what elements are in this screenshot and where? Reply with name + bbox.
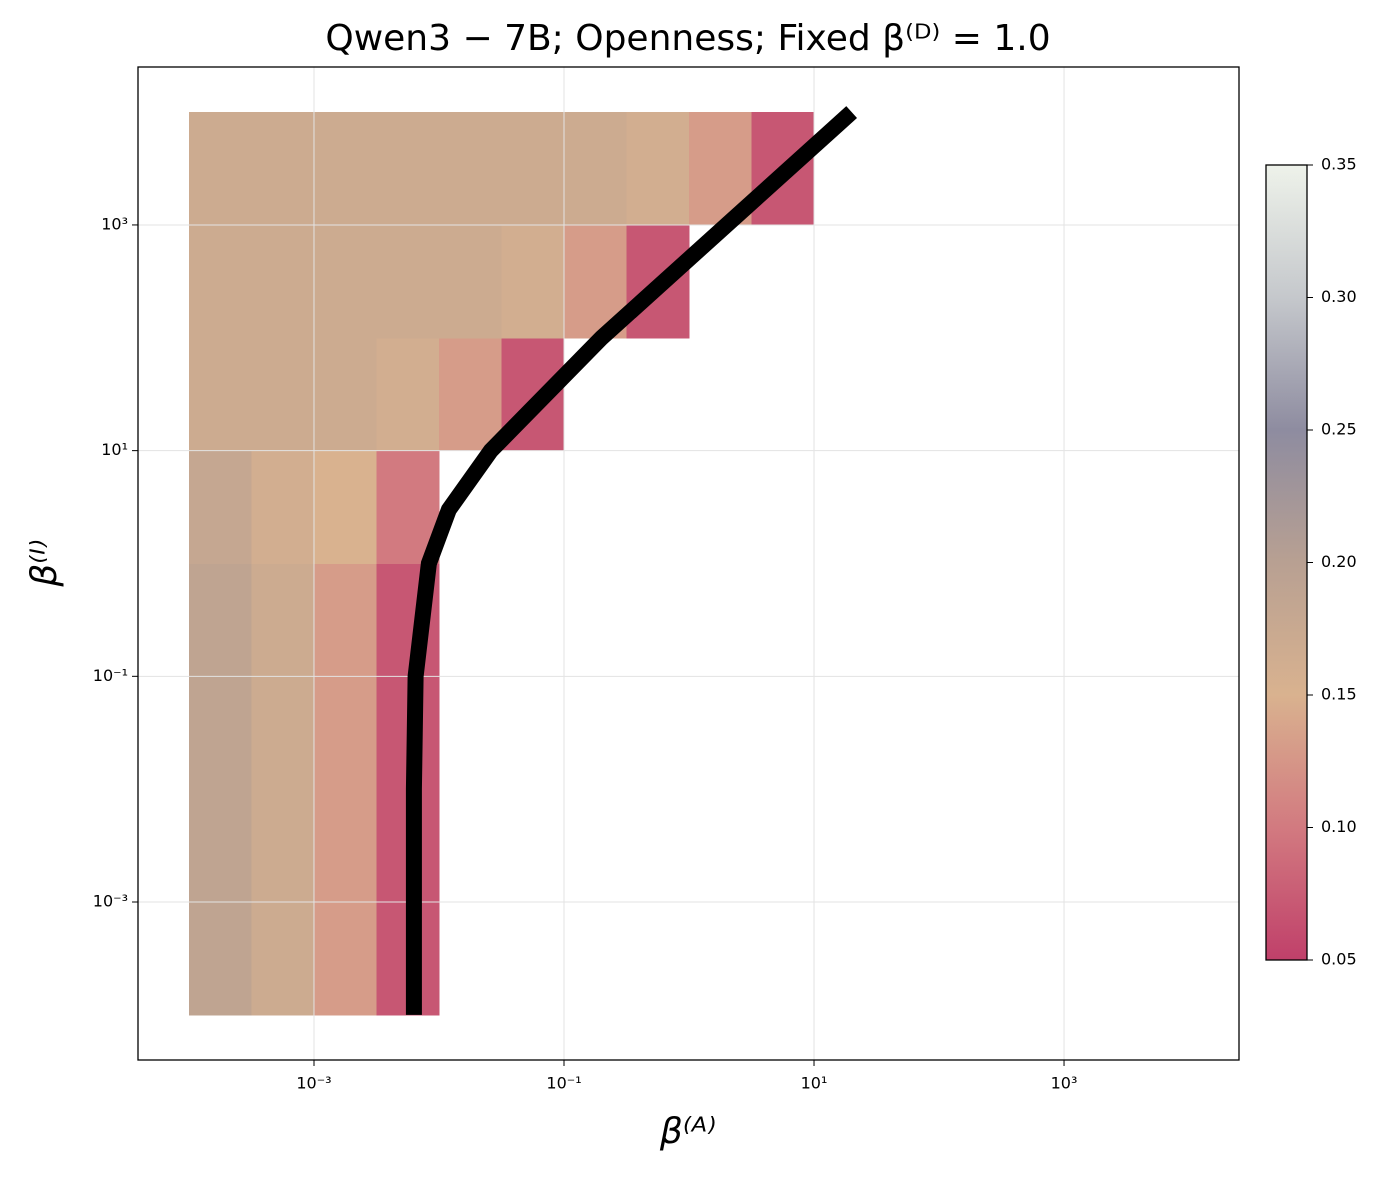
heatmap-cell bbox=[251, 789, 315, 903]
heatmap-cell bbox=[313, 337, 378, 452]
colorbar-tick-label: 0.10 bbox=[1321, 817, 1357, 836]
y-tick-label: 10³ bbox=[101, 214, 128, 233]
heatmap-cell bbox=[438, 337, 503, 452]
heatmap-cell bbox=[251, 112, 315, 226]
colorbar bbox=[1265, 164, 1308, 961]
heatmap-cell bbox=[313, 563, 378, 677]
heatmap-cell bbox=[251, 902, 315, 1016]
heatmap-cell bbox=[188, 563, 253, 677]
heatmap-cell bbox=[501, 224, 565, 339]
heatmap-cell bbox=[313, 676, 378, 790]
colorbar-tick-label: 0.25 bbox=[1321, 420, 1357, 439]
colorbar-tick-label: 0.20 bbox=[1321, 552, 1357, 571]
x-tick-label: 10³ bbox=[1051, 1074, 1078, 1093]
colorbar-tick-label: 0.15 bbox=[1321, 685, 1357, 704]
heatmap-cell bbox=[376, 112, 440, 226]
heatmap-cell bbox=[188, 337, 253, 452]
x-tick-label: 10⁻¹ bbox=[546, 1074, 581, 1093]
heatmap-cell bbox=[251, 224, 315, 339]
x-tick-label: 10⁻³ bbox=[296, 1074, 331, 1093]
plot-frame bbox=[137, 66, 1240, 1061]
boundary-line bbox=[405, 106, 858, 1015]
heatmap-cell bbox=[376, 337, 440, 452]
y-tick-label: 10¹ bbox=[101, 440, 128, 459]
heatmap-cell bbox=[376, 224, 440, 339]
heatmap-cell bbox=[501, 112, 565, 226]
x-tick-label: 10¹ bbox=[801, 1074, 828, 1093]
heatmap-cell bbox=[313, 450, 378, 565]
heatmap-cell bbox=[188, 902, 253, 1016]
heatmap-cell bbox=[188, 224, 253, 339]
y-tick-label: 10⁻¹ bbox=[93, 666, 128, 685]
heatmap-cell bbox=[626, 112, 690, 226]
heatmap-cell bbox=[251, 563, 315, 677]
heatmap-cell bbox=[438, 112, 503, 226]
y-axis-label: β⁽ᴵ⁾ bbox=[24, 539, 65, 587]
heatmap-cell bbox=[313, 789, 378, 903]
colorbar-tick-label: 0.30 bbox=[1321, 287, 1357, 306]
colorbar-tick-label: 0.35 bbox=[1321, 155, 1357, 174]
heatmap-cell bbox=[251, 337, 315, 452]
heatmap-cell bbox=[188, 450, 253, 565]
heatmap-cell bbox=[564, 112, 628, 226]
heatmap-cell bbox=[313, 112, 378, 226]
y-tick-label: 10⁻³ bbox=[93, 892, 128, 911]
heatmap-cell bbox=[188, 112, 253, 226]
heatmap-cell bbox=[438, 224, 503, 339]
x-axis-label: β⁽ᴬ⁾ bbox=[659, 1111, 716, 1152]
heatmap-cell bbox=[251, 450, 315, 565]
heatmap-cell bbox=[313, 902, 378, 1016]
heatmap-cell bbox=[188, 789, 253, 903]
heatmap-cell bbox=[313, 224, 378, 339]
heatmap-cell bbox=[188, 676, 253, 790]
colorbar-tick-label: 0.05 bbox=[1321, 950, 1357, 969]
chart-title: Qwen3 − 7B; Openness; Fixed β⁽ᴰ⁾ = 1.0 bbox=[325, 18, 1050, 59]
heatmap-cell bbox=[251, 676, 315, 790]
